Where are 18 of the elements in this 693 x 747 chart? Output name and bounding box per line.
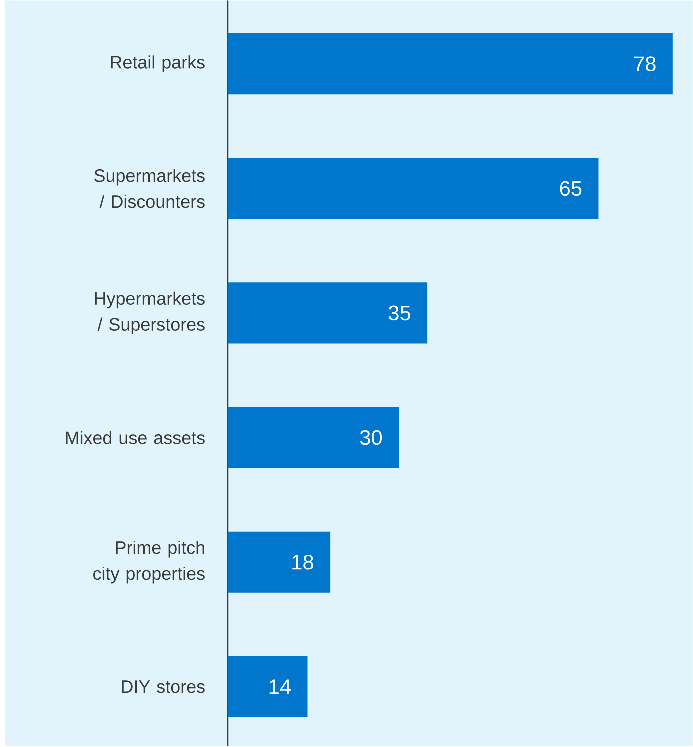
y-tick-label: DIY stores (122, 680, 205, 694)
y-tick-label: Hypermarkets / Superstores (95, 292, 205, 335)
data-label: 18 (292, 554, 314, 570)
data-label: 35 (388, 306, 411, 321)
y-tick-label: Retail parks (111, 56, 205, 72)
bar (228, 34, 673, 95)
data-label: 78 (634, 56, 656, 72)
bar (228, 407, 400, 468)
bar (228, 158, 599, 220)
data-label: 30 (360, 430, 382, 446)
y-tick-label: Supermarkets / Discounters (94, 169, 205, 208)
data-label: 14 (270, 680, 291, 694)
bar (228, 656, 308, 718)
bar (228, 282, 428, 344)
y-tick-label: Mixed use assets (66, 431, 205, 444)
bar (228, 532, 331, 593)
y-tick-label: Prime pitch city properties (94, 541, 205, 584)
data-label: 65 (560, 181, 582, 196)
